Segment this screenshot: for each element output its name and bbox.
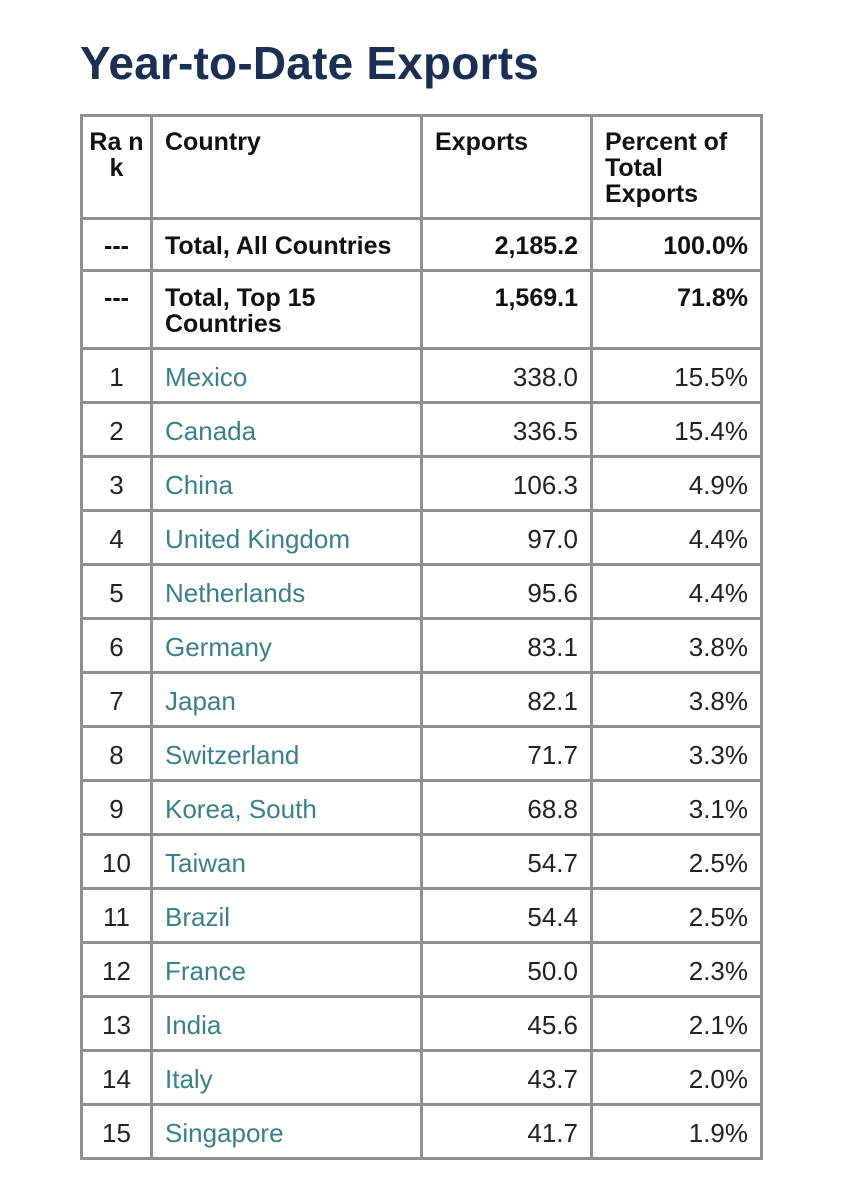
exports-cell: 106.3 [420,455,593,512]
rank-cell: 1 [80,347,153,404]
country-link[interactable]: Korea, South [150,779,423,836]
country-link[interactable]: Japan [150,671,423,728]
rank-cell: 9 [80,779,153,836]
percent-cell: 15.4% [590,401,763,458]
page-title: Year-to-Date Exports [80,37,540,89]
header-exports: Exports [420,114,593,220]
percent-cell: 2.5% [590,887,763,944]
table-row: 14 Italy 43.7 2.0% [80,1049,763,1106]
percent-cell: 4.9% [590,455,763,512]
rank-cell: 8 [80,725,153,782]
header-rank: Ra nk [80,114,153,220]
country-link[interactable]: Taiwan [150,833,423,890]
percent-cell: 3.8% [590,617,763,674]
exports-cell: 45.6 [420,995,593,1052]
rank-cell: 13 [80,995,153,1052]
exports-table: Ra nk Country Exports Percent of Total E… [80,114,763,1160]
rank-cell: 10 [80,833,153,890]
rank-cell: 14 [80,1049,153,1106]
exports-cell: 1,569.1 [420,269,593,350]
country-link[interactable]: Mexico [150,347,423,404]
country-link[interactable]: India [150,995,423,1052]
country-cell: Total, Top 15 Countries [150,269,423,350]
rank-cell: --- [80,217,153,272]
rank-cell: 7 [80,671,153,728]
total-row-top15: --- Total, Top 15 Countries 1,569.1 71.8… [80,269,763,350]
country-link[interactable]: United Kingdom [150,509,423,566]
rank-cell: 15 [80,1103,153,1160]
country-link[interactable]: Germany [150,617,423,674]
percent-cell: 3.8% [590,671,763,728]
percent-cell: 2.1% [590,995,763,1052]
rank-cell: 2 [80,401,153,458]
table-row: 2 Canada 336.5 15.4% [80,401,763,458]
header-percent: Percent of Total Exports [590,114,763,220]
table-row: 11 Brazil 54.4 2.5% [80,887,763,944]
percent-cell: 3.1% [590,779,763,836]
table-row: 8 Switzerland 71.7 3.3% [80,725,763,782]
exports-cell: 71.7 [420,725,593,782]
table-row: 1 Mexico 338.0 15.5% [80,347,763,404]
rank-cell: 12 [80,941,153,998]
percent-cell: 71.8% [590,269,763,350]
country-link[interactable]: Brazil [150,887,423,944]
country-link[interactable]: Canada [150,401,423,458]
table-row: 3 China 106.3 4.9% [80,455,763,512]
exports-cell: 54.7 [420,833,593,890]
header-row: Ra nk Country Exports Percent of Total E… [80,114,763,220]
table-row: 6 Germany 83.1 3.8% [80,617,763,674]
exports-cell: 50.0 [420,941,593,998]
percent-cell: 2.3% [590,941,763,998]
exports-cell: 54.4 [420,887,593,944]
country-link[interactable]: Italy [150,1049,423,1106]
exports-cell: 336.5 [420,401,593,458]
table-row: 15 Singapore 41.7 1.9% [80,1103,763,1160]
exports-cell: 95.6 [420,563,593,620]
percent-cell: 2.0% [590,1049,763,1106]
country-link[interactable]: France [150,941,423,998]
total-row-all: --- Total, All Countries 2,185.2 100.0% [80,217,763,272]
percent-cell: 2.5% [590,833,763,890]
table-row: 4 United Kingdom 97.0 4.4% [80,509,763,566]
country-link[interactable]: Switzerland [150,725,423,782]
percent-cell: 15.5% [590,347,763,404]
rank-cell: 6 [80,617,153,674]
exports-cell: 83.1 [420,617,593,674]
percent-cell: 4.4% [590,563,763,620]
percent-cell: 1.9% [590,1103,763,1160]
table-row: 13 India 45.6 2.1% [80,995,763,1052]
exports-cell: 97.0 [420,509,593,566]
rank-cell: 11 [80,887,153,944]
country-link[interactable]: China [150,455,423,512]
table-row: 5 Netherlands 95.6 4.4% [80,563,763,620]
exports-cell: 43.7 [420,1049,593,1106]
country-link[interactable]: Netherlands [150,563,423,620]
table-row: 12 France 50.0 2.3% [80,941,763,998]
country-link[interactable]: Singapore [150,1103,423,1160]
table-row: 9 Korea, South 68.8 3.1% [80,779,763,836]
exports-cell: 68.8 [420,779,593,836]
table-row: 7 Japan 82.1 3.8% [80,671,763,728]
exports-cell: 338.0 [420,347,593,404]
exports-cell: 41.7 [420,1103,593,1160]
percent-cell: 3.3% [590,725,763,782]
rank-cell: 3 [80,455,153,512]
percent-cell: 100.0% [590,217,763,272]
exports-cell: 82.1 [420,671,593,728]
rank-cell: --- [80,269,153,350]
exports-cell: 2,185.2 [420,217,593,272]
country-cell: Total, All Countries [150,217,423,272]
rank-cell: 4 [80,509,153,566]
header-country: Country [150,114,423,220]
percent-cell: 4.4% [590,509,763,566]
rank-cell: 5 [80,563,153,620]
table-row: 10 Taiwan 54.7 2.5% [80,833,763,890]
